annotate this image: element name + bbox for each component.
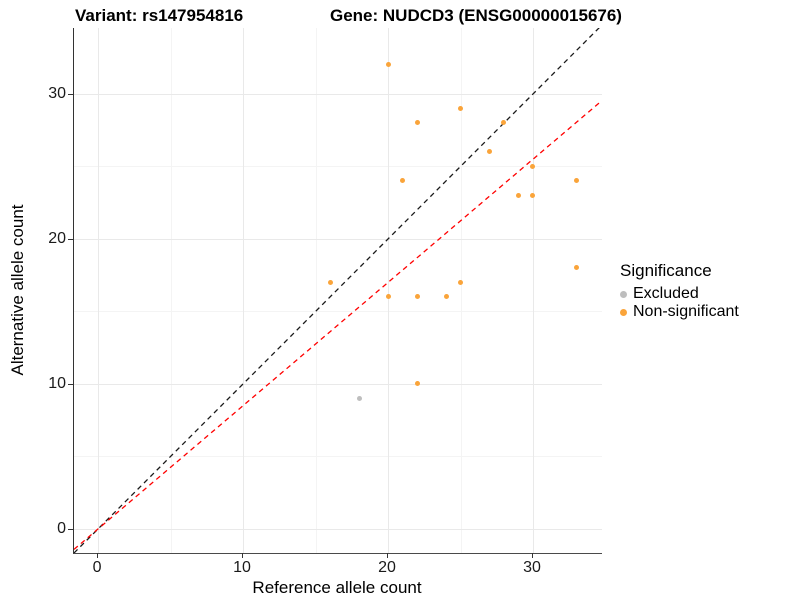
data-point-non-significant (414, 120, 420, 126)
x-axis-title: Reference allele count (252, 578, 422, 597)
minor-gridline-y (74, 456, 602, 458)
data-point-non-significant (385, 294, 391, 300)
plot-title-gene: Gene: NUDCD3 (ENSG00000015676) (330, 6, 622, 25)
y-tick-mark (68, 528, 73, 530)
data-point-non-significant (414, 294, 420, 300)
expected-ratio-line (74, 100, 602, 550)
y-tick-label: 30 (48, 84, 66, 102)
minor-gridline-y (74, 311, 602, 313)
x-tick-label: 0 (92, 559, 102, 576)
plot-panel (73, 28, 602, 554)
data-point-non-significant (385, 62, 391, 68)
y-tick-label: 20 (48, 229, 66, 247)
x-tick-mark (97, 553, 99, 558)
plot-title-variant: Variant: rs147954816 (75, 6, 244, 25)
y-tick-label: 10 (48, 374, 66, 392)
identity-line (74, 28, 600, 553)
minor-gridline-x (460, 28, 462, 553)
x-tick-label: 30 (523, 559, 541, 576)
major-gridline-y (74, 528, 602, 530)
y-axis-title: Alternative allele count (8, 204, 27, 376)
legend-item-label: Excluded (633, 285, 699, 302)
data-point-non-significant (400, 178, 405, 184)
major-gridline-x (388, 28, 390, 553)
minor-gridline-x (170, 28, 172, 553)
x-tick-mark (531, 553, 533, 558)
major-gridline-y (74, 383, 602, 385)
data-point-non-significant (414, 381, 420, 387)
major-gridline-x (243, 28, 245, 553)
y-tick-label: 0 (57, 519, 66, 537)
legend-item-non-significant: Non-significant (620, 303, 739, 321)
legend-items: Excluded Non-significant (620, 285, 739, 321)
data-point-non-significant (486, 149, 492, 155)
legend-dot-icon (620, 308, 627, 316)
legend-item-label: Non-significant (633, 303, 739, 320)
minor-gridline-y (74, 166, 602, 168)
x-tick-label: 20 (378, 559, 396, 576)
minor-gridline-x (315, 28, 317, 553)
data-point-non-significant (443, 294, 449, 300)
legend-title: Significance (620, 261, 712, 280)
x-tick-label: 10 (233, 559, 251, 576)
major-gridline-y (74, 238, 602, 240)
legend-item-excluded: Excluded (620, 285, 739, 303)
major-gridline-x (98, 28, 100, 553)
y-tick-mark (68, 238, 73, 240)
x-tick-mark (387, 553, 389, 558)
data-point-non-significant (458, 105, 463, 111)
data-point-non-significant (573, 265, 579, 271)
x-tick-mark (242, 553, 244, 558)
legend: Significance Excluded Non-significant (620, 261, 739, 321)
data-point-non-significant (327, 279, 333, 285)
legend-dot-icon (620, 290, 627, 298)
major-gridline-y (74, 93, 602, 95)
y-tick-mark (68, 383, 73, 385)
data-point-non-significant (530, 163, 536, 169)
y-tick-mark (68, 93, 73, 95)
data-point-non-significant (530, 192, 536, 198)
reference-lines (74, 28, 602, 553)
data-point-non-significant (573, 178, 579, 184)
data-point-non-significant (515, 192, 521, 198)
major-gridline-x (532, 28, 534, 553)
data-point-non-significant (501, 120, 507, 126)
data-point-excluded (356, 395, 362, 401)
data-point-non-significant (458, 279, 463, 285)
